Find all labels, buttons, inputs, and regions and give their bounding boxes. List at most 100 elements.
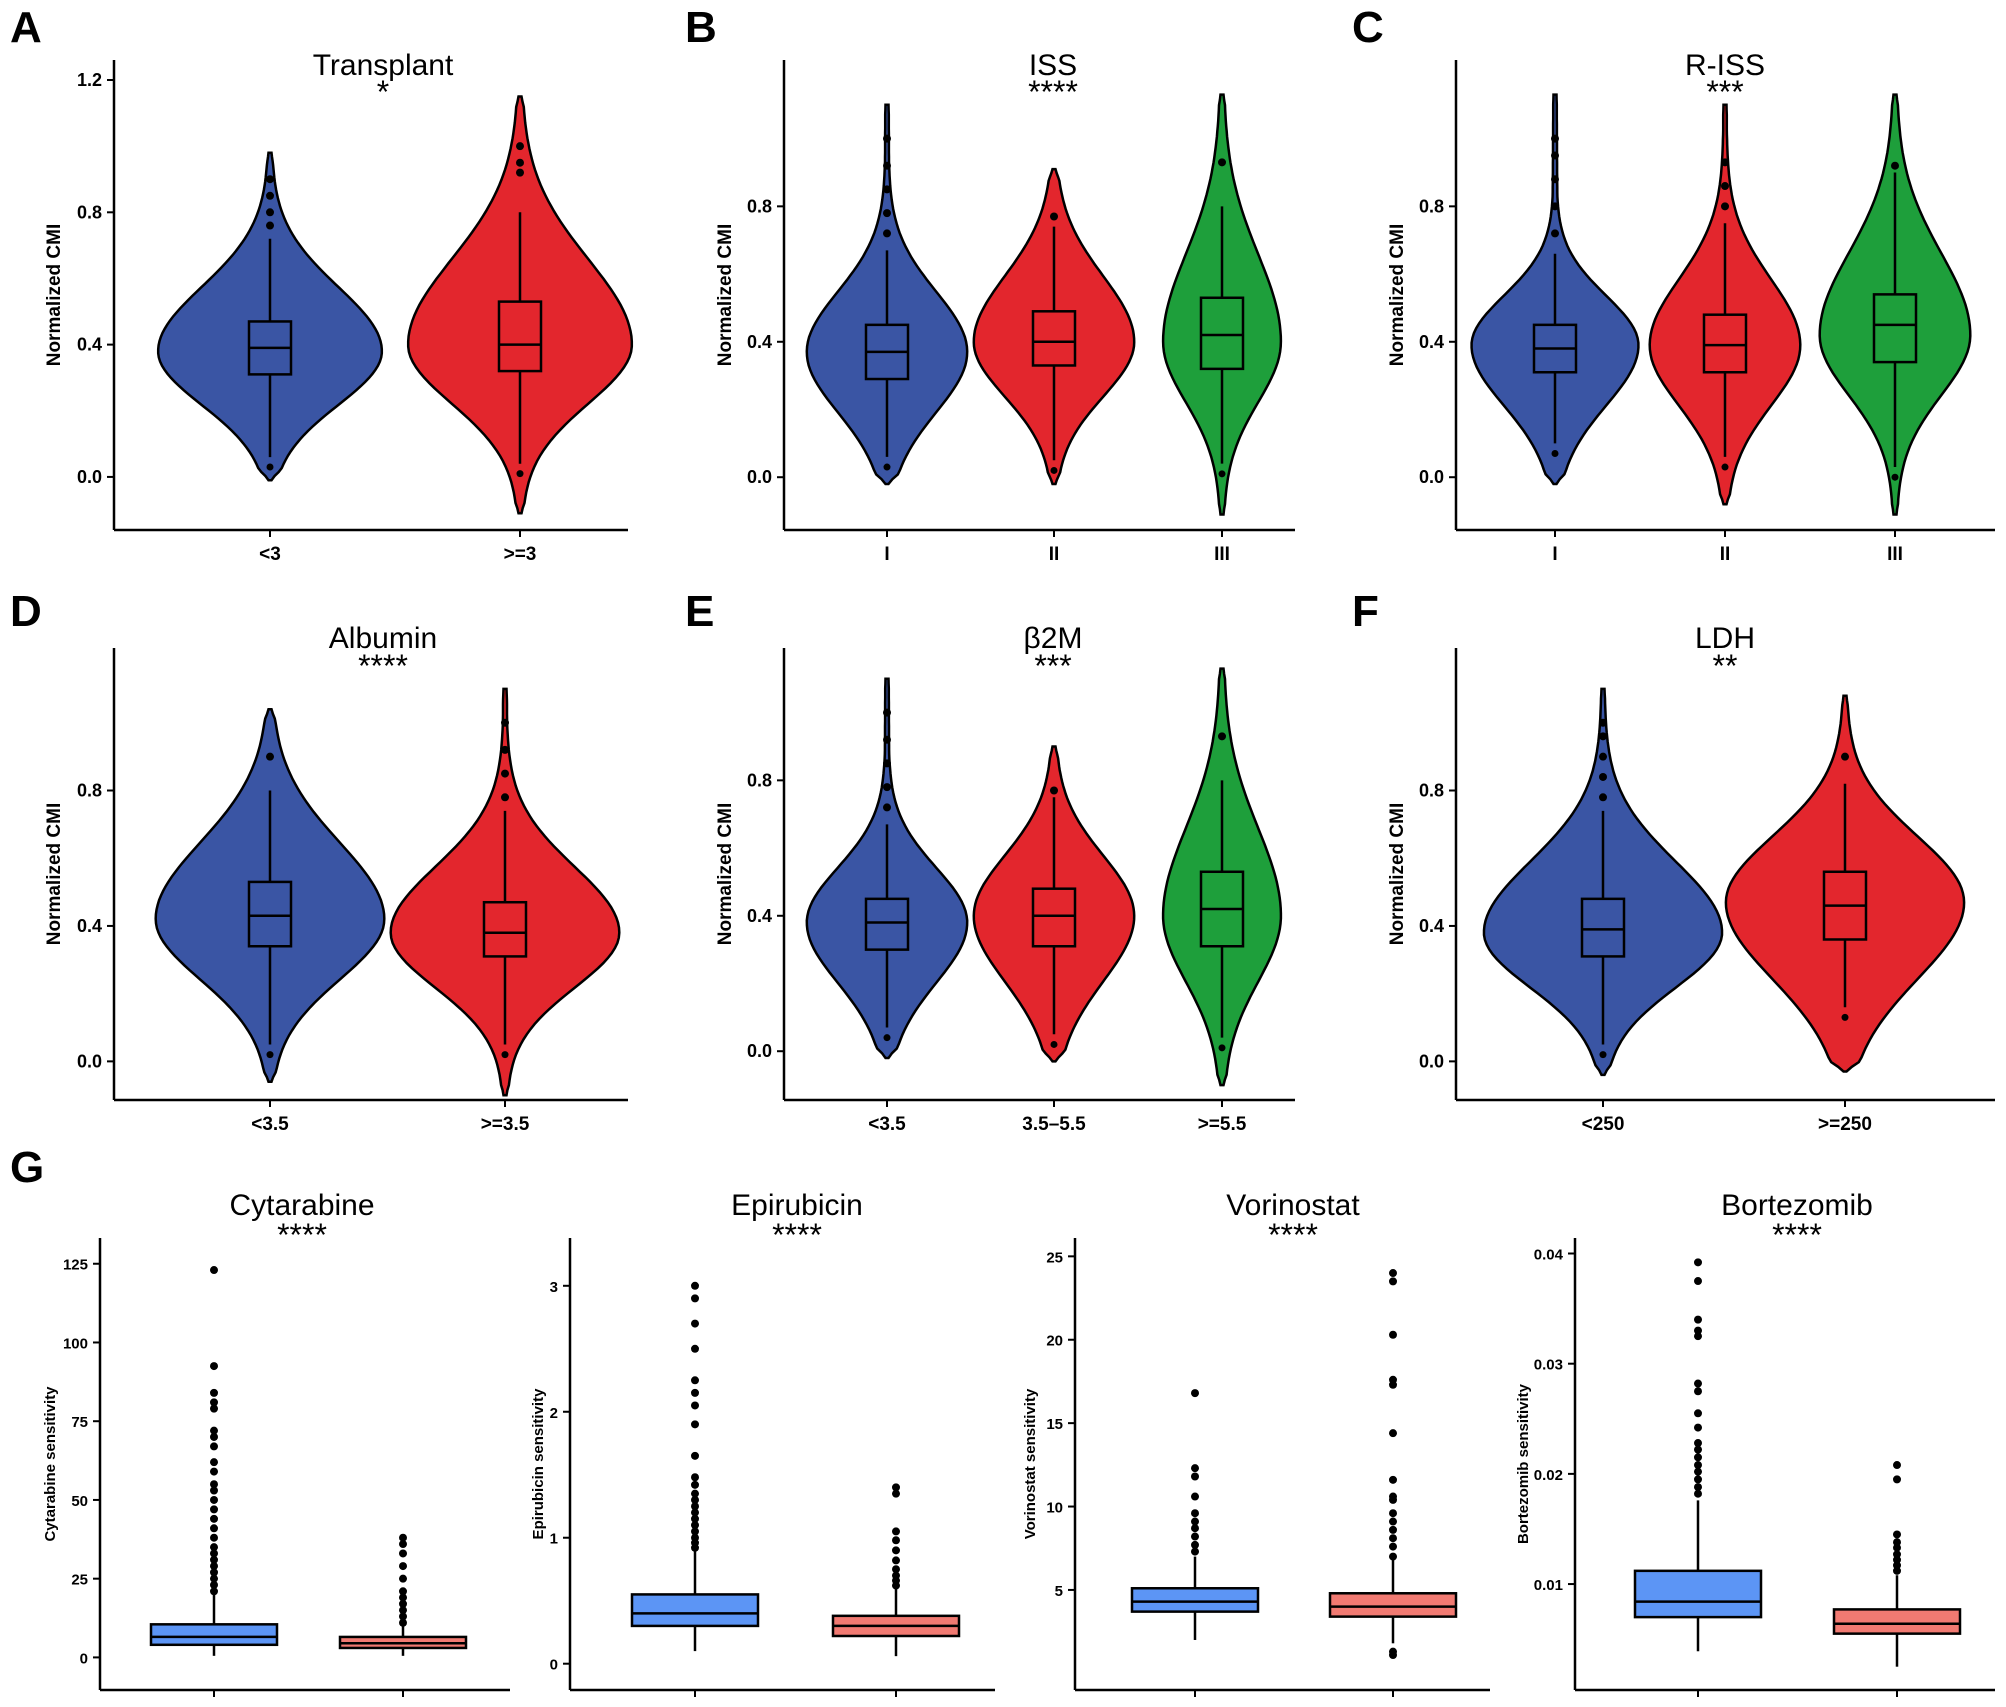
box	[630, 1593, 760, 1628]
outlier-point	[883, 1034, 891, 1042]
outlier-point	[883, 735, 891, 744]
outlier-point	[210, 1562, 218, 1571]
outlier-point	[1551, 202, 1559, 211]
box	[1832, 1608, 1962, 1635]
y-tick-label: 2	[550, 1405, 558, 1422]
y-tick-label: 5	[1055, 1583, 1063, 1600]
significance-label: ****	[277, 1217, 327, 1253]
outlier-point	[892, 1527, 900, 1536]
outlier-point	[691, 1319, 699, 1328]
significance-label: ****	[358, 648, 408, 684]
outlier-point	[501, 769, 509, 778]
outlier-point	[210, 1524, 218, 1533]
outlier-point	[210, 1533, 218, 1542]
outlier-point	[516, 158, 524, 167]
outlier-point	[266, 208, 274, 217]
x-tick-label: III	[1887, 544, 1903, 565]
outlier-point	[1389, 1517, 1397, 1526]
outlier-point	[883, 708, 891, 717]
outlier-point	[1721, 182, 1729, 191]
x-tick-label: <3	[259, 544, 281, 565]
panel-title: Vorinostat	[1226, 1189, 1360, 1222]
outlier-point	[1893, 1461, 1901, 1470]
outlier-point	[883, 134, 891, 143]
series-1	[1633, 1258, 1763, 1652]
outlier-point	[1694, 1277, 1702, 1286]
y-tick-label: 100	[63, 1335, 88, 1352]
outlier-point	[210, 1480, 218, 1489]
series-2	[831, 1483, 961, 1657]
outlier-point	[1694, 1315, 1702, 1324]
outlier-point	[892, 1536, 900, 1545]
outlier-point	[691, 1527, 699, 1536]
outlier-point	[1893, 1555, 1901, 1564]
outlier-point	[1551, 134, 1559, 143]
outlier-point	[1599, 752, 1607, 761]
outlier-point	[1050, 786, 1058, 795]
outlier-point	[1841, 1013, 1849, 1021]
panel-g3: Vorinostat**** Vorinostat sensitivity 5 10 1…	[1022, 1189, 1490, 1707]
outlier-point	[1694, 1483, 1702, 1492]
outlier-point	[1191, 1464, 1199, 1473]
y-tick-label: 0.4	[747, 332, 772, 352]
y-tick-label: 0	[550, 1657, 558, 1674]
significance-label: ****	[1028, 74, 1078, 110]
outlier-point	[399, 1562, 407, 1571]
outlier-point	[691, 1451, 699, 1460]
outlier-point	[210, 1555, 218, 1564]
outlier-point	[1891, 473, 1899, 481]
outlier-point	[1721, 463, 1729, 471]
series-1	[805, 103, 969, 486]
outlier-point	[1694, 1387, 1702, 1396]
x-tick-label: >=250	[1818, 1114, 1872, 1135]
significance-label: ****	[1268, 1217, 1318, 1253]
y-tick-label: 20	[1046, 1333, 1063, 1350]
panel-letter: G	[10, 1143, 44, 1192]
panel-g2: Epirubicin**** Epirubicin sensitivity 0 1 2 3…	[530, 1189, 995, 1707]
x-tick-label: II	[1720, 544, 1731, 565]
outlier-point	[1893, 1530, 1901, 1539]
outlier-point	[266, 1051, 274, 1059]
y-tick-label: 0.0	[747, 1041, 772, 1061]
y-tick-label: 1	[550, 1531, 558, 1548]
outlier-point	[691, 1533, 699, 1542]
outlier-point	[210, 1580, 218, 1589]
x-tick-label: >=5.5	[1198, 1114, 1247, 1135]
outlier-point	[1893, 1550, 1901, 1559]
outlier-point	[1694, 1258, 1702, 1267]
outlier-point	[1694, 1379, 1702, 1388]
outlier-point	[691, 1420, 699, 1429]
significance-label: ***	[1034, 648, 1071, 684]
y-tick-label: 0.03	[1534, 1357, 1563, 1374]
box	[1031, 887, 1077, 948]
y-axis-label: Bortezomib sensitivity	[1515, 1383, 1532, 1544]
outlier-point	[1218, 470, 1226, 478]
outlier-point	[210, 1467, 218, 1476]
outlier-point	[501, 793, 509, 802]
outlier-point	[892, 1565, 900, 1574]
box	[1328, 1592, 1458, 1618]
series-2	[389, 687, 621, 1097]
y-tick-label: 0.8	[1419, 781, 1444, 801]
series-1	[154, 707, 386, 1083]
outlier-point	[399, 1593, 407, 1602]
series-2	[338, 1533, 468, 1656]
panel-d: D Albumin**** Normalized CMI 0.0 0.4 0.8 <3.5 >…	[10, 587, 628, 1135]
panel-title: β2M	[1024, 622, 1083, 655]
outlier-point	[266, 191, 274, 200]
panel-f: F LDH** Normalized CMI 0.0 0.4 0.8 <250 >=250	[1352, 587, 1995, 1135]
outlier-point	[1694, 1489, 1702, 1498]
outlier-point	[399, 1599, 407, 1608]
box	[482, 900, 528, 958]
outlier-point	[691, 1489, 699, 1498]
series-1	[1470, 93, 1640, 486]
outlier-point	[210, 1426, 218, 1435]
outlier-point	[892, 1571, 900, 1580]
outlier-point	[1050, 212, 1058, 221]
outlier-point	[691, 1344, 699, 1353]
box	[1633, 1569, 1763, 1619]
